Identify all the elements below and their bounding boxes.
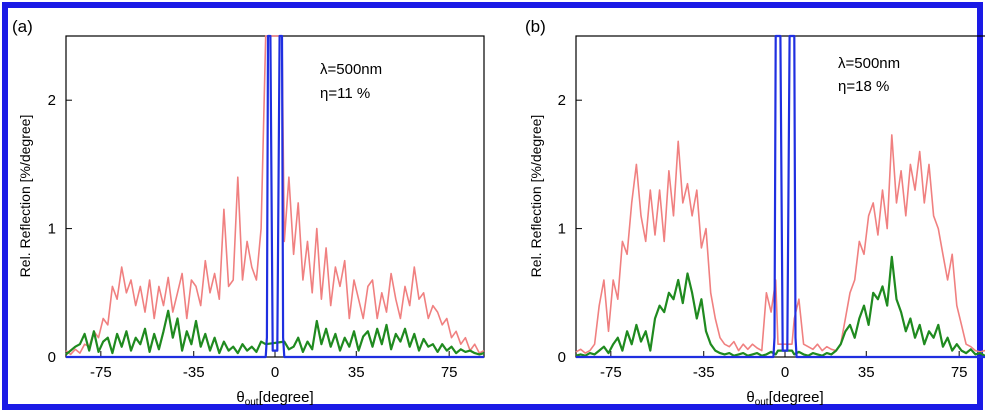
annotation-wavelength: λ=500nm: [838, 55, 900, 72]
x-tick-label: -75: [90, 364, 112, 381]
panel-label: (a): [12, 17, 33, 36]
annotation-efficiency: η=11 %: [320, 85, 370, 102]
x-axis-label-unit: [degree]: [259, 389, 314, 406]
series-line-blue: [66, 34, 484, 359]
series-line-pink: [575, 134, 985, 354]
panel-b: (b) -75 -35 0 35 75 0 1 2 λ=500nm η=18 % Rel. R…: [525, 17, 985, 408]
series-line-green: [65, 309, 485, 356]
x-axis-label-sub: out: [245, 397, 259, 408]
x-axis-label-main: θ: [236, 389, 244, 406]
x-tick-label: 0: [781, 364, 789, 381]
axis-ticks: -75 -35 0 35 75 0 1 2: [558, 92, 968, 381]
x-tick-label: 75: [441, 364, 458, 381]
y-tick-label: 2: [48, 92, 56, 109]
y-tick-label: 1: [558, 221, 566, 238]
annotation-efficiency: η=18 %: [838, 78, 889, 95]
y-axis-label: Rel. Reflection [%/degree]: [528, 115, 544, 278]
x-tick-label: 35: [858, 364, 875, 381]
x-axis-label: θout[degree]: [236, 389, 313, 408]
x-tick-label: -75: [600, 364, 622, 381]
y-tick-label: 0: [558, 349, 566, 366]
x-tick-label: 0: [271, 364, 279, 381]
series-group: [65, 34, 485, 359]
series-line-blue: [576, 34, 985, 359]
x-axis-label-sub: out: [755, 397, 769, 408]
x-tick-label: 75: [951, 364, 968, 381]
x-axis-label-unit: [degree]: [769, 389, 824, 406]
y-tick-label: 0: [48, 349, 56, 366]
x-tick-label: -35: [183, 364, 205, 381]
x-axis-label: θout[degree]: [746, 389, 823, 408]
series-group: [575, 34, 985, 359]
y-tick-label: 1: [48, 221, 56, 238]
x-tick-label: 35: [348, 364, 365, 381]
x-axis-label-main: θ: [746, 389, 754, 406]
annotation-wavelength: λ=500nm: [320, 61, 382, 78]
panel-label: (b): [525, 17, 546, 36]
panel-a: (a) -75 -35 0 35 75 0 1 2 λ=500nm η=11 % Rel. R…: [12, 17, 485, 408]
axis-ticks: -75 -35 0 35 75 0 1 2: [48, 92, 458, 381]
series-line-pink: [65, 35, 485, 356]
y-axis-label: Rel. Reflection [%/degree]: [17, 115, 33, 278]
x-tick-label: -35: [693, 364, 715, 381]
y-tick-label: 2: [558, 92, 566, 109]
